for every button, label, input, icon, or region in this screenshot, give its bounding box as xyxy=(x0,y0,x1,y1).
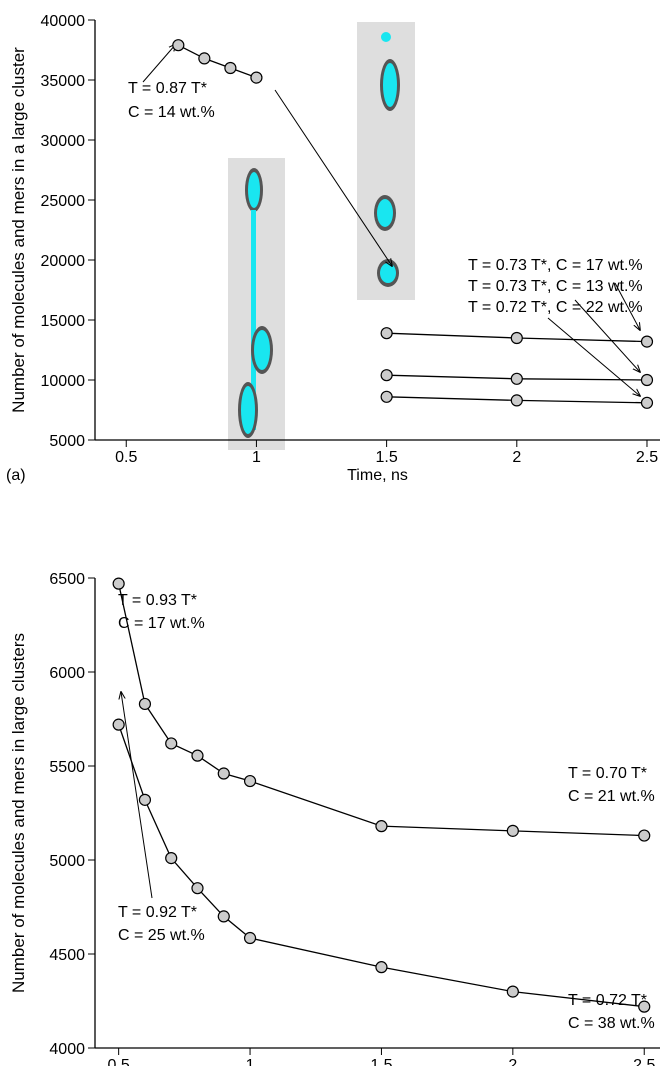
y-tick-label: 20000 xyxy=(41,253,86,270)
arrows xyxy=(121,44,640,899)
x-axis-label: Time, ns xyxy=(347,467,408,484)
marker xyxy=(510,331,523,345)
annotation: C = 38 wt.% xyxy=(568,1015,655,1032)
marker xyxy=(380,327,393,340)
marker xyxy=(165,852,178,865)
y-tick-label: 30000 xyxy=(41,133,86,150)
y-tick-label: 6000 xyxy=(49,665,85,682)
annotation: C = 25 wt.% xyxy=(118,927,205,944)
marker xyxy=(640,373,654,387)
marker xyxy=(191,749,204,762)
x-tick-label: 1 xyxy=(246,1057,255,1066)
inset-image xyxy=(357,22,415,300)
x-tick-label: 0.5 xyxy=(108,1057,130,1066)
marker xyxy=(224,61,237,75)
x-tick-label: 1 xyxy=(252,449,261,466)
marker xyxy=(138,793,152,806)
marker xyxy=(165,737,178,750)
marker xyxy=(112,718,125,731)
marker xyxy=(510,394,523,407)
annotation: C = 14 wt.% xyxy=(128,104,215,121)
annotation: T = 0.72 T* xyxy=(568,992,647,1009)
y-tick-label: 25000 xyxy=(41,193,86,210)
marker xyxy=(172,39,185,52)
marker xyxy=(510,372,523,385)
marker xyxy=(375,820,388,833)
marker xyxy=(375,961,388,974)
y-tick-label: 5000 xyxy=(49,853,85,870)
marker xyxy=(217,910,230,923)
annotation: T = 0.73 T*, C = 17 wt.% xyxy=(468,257,643,274)
marker xyxy=(112,577,125,590)
y-axis-label: Number of molecules and mers in a large … xyxy=(9,47,28,413)
y-tick-label: 4500 xyxy=(49,947,85,964)
x-tick-label: 1.5 xyxy=(370,1057,392,1066)
y-axis-label: Number of molecules and mers in large cl… xyxy=(9,633,28,993)
marker xyxy=(506,824,519,837)
marker xyxy=(243,774,257,788)
marker xyxy=(640,396,654,409)
panel-label: (a) xyxy=(6,467,26,484)
marker xyxy=(638,829,651,842)
marker xyxy=(380,369,393,382)
marker xyxy=(198,52,211,65)
marker xyxy=(250,71,263,84)
y-tick-label: 5000 xyxy=(49,433,85,450)
y-tick-label: 6500 xyxy=(49,571,85,588)
x-tick-label: 0.5 xyxy=(115,449,137,466)
marker xyxy=(138,697,152,711)
annotation: T = 0.70 T* xyxy=(568,765,647,782)
annotation: T = 0.87 T* xyxy=(128,80,207,97)
x-tick-label: 1.5 xyxy=(375,449,397,466)
marker xyxy=(638,1000,651,1013)
marker xyxy=(191,882,204,895)
y-tick-label: 5500 xyxy=(49,759,85,776)
annotation: C = 21 wt.% xyxy=(568,788,655,805)
annotation: T = 0.72 T*, C = 22 wt.% xyxy=(468,299,643,316)
x-tick-label: 2 xyxy=(512,449,521,466)
annotation: C = 17 wt.% xyxy=(118,615,205,632)
y-tick-label: 40000 xyxy=(41,13,86,30)
y-tick-label: 4000 xyxy=(49,1041,85,1058)
series-line xyxy=(178,44,257,79)
marker xyxy=(506,985,519,998)
x-tick-label: 2.5 xyxy=(633,1057,655,1066)
y-tick-label: 10000 xyxy=(41,373,86,390)
marker xyxy=(640,335,654,348)
marker xyxy=(380,390,393,403)
x-tick-label: 2 xyxy=(508,1057,517,1066)
y-tick-label: 15000 xyxy=(41,313,86,330)
marker xyxy=(217,767,230,780)
inset-image xyxy=(228,158,285,450)
y-tick-label: 35000 xyxy=(41,73,86,90)
x-tick-label: 2.5 xyxy=(636,449,658,466)
marker xyxy=(243,931,257,945)
annotation: T = 0.73 T*, C = 13 wt.% xyxy=(468,278,643,295)
annotation: T = 0.93 T* xyxy=(118,592,197,609)
annotation: T = 0.92 T* xyxy=(118,904,197,921)
